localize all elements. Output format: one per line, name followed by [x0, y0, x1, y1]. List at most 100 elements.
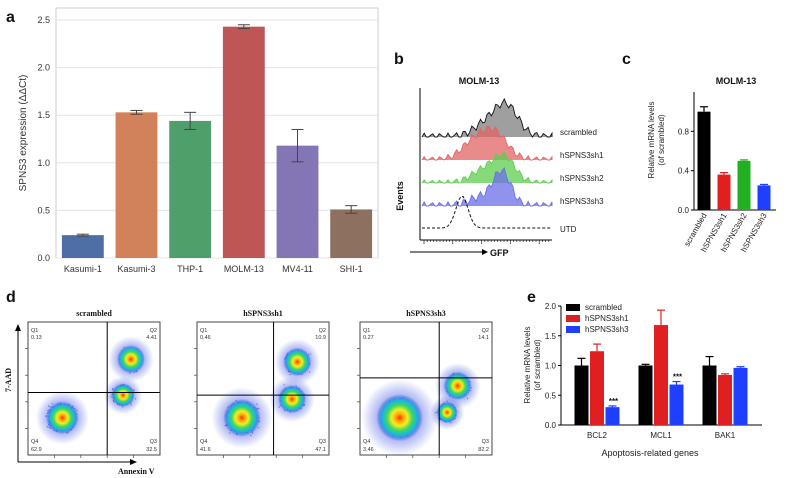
panel-e-legend-label: hSPNS3sh1: [585, 314, 629, 323]
panel-d-plot-title: hSPNS3sh3: [406, 309, 446, 318]
panel-b-histogram-line: [421, 125, 553, 161]
panel-e-bar: [718, 375, 732, 425]
panel-e-bar: [590, 351, 604, 425]
panel-b-series-label: hSPNS3sh3: [560, 197, 604, 206]
panel-b-histogram-fill: [422, 168, 552, 206]
panel-b-x-arrow-head: [482, 249, 488, 255]
panel-b-histogram-line: [421, 97, 553, 138]
panel-b-histogram-fill: [422, 151, 552, 183]
panel-d-x-label: Annexin V: [118, 467, 155, 476]
panel-d-q1-value: 0.13: [31, 335, 42, 341]
panel-c-y-tick: 0.0: [678, 206, 690, 215]
panel-d-density-core: [278, 385, 306, 414]
panel-e-bar: [574, 365, 589, 425]
panel-b-series-label: UTD: [560, 225, 577, 234]
panel-d-q1-name: Q1: [363, 328, 370, 334]
panel-d-density-core: [376, 394, 423, 442]
panel-a-y-tick: 2.5: [37, 15, 50, 25]
panel-e-chart: 0.0 0.5 1.0 1.5 2.0 *** *** BCL2 MCL1 BAK1 scra…: [523, 302, 762, 458]
panel-c-y-label-1: Relative mRNA levels: [647, 102, 656, 179]
panel-b-x-label: GFP: [490, 248, 509, 258]
panel-a-chart: 0.0 0.5 1.0 1.5 2.0 2.5 Kasumi-1 Kasumi-3 THP-1…: [18, 7, 379, 274]
panel-e-y-tick: 1.5: [545, 332, 557, 341]
panel-d-q4-value: 3.46: [363, 447, 374, 453]
panel-c-y-label-2: (of scrambled): [657, 114, 666, 165]
panel-a-y-tick: 0.0: [37, 253, 50, 263]
panel-e-y-label-2: (of scrambled): [533, 339, 542, 390]
panel-d-q4-value: 62.9: [31, 447, 42, 453]
panel-d-y-label: 7-AAD: [4, 368, 13, 392]
panel-e-bar: [669, 384, 684, 425]
panel-d-density-core: [223, 399, 261, 437]
panel-b-histogram-line: [421, 151, 553, 184]
panel-a-bar: [330, 209, 373, 258]
panel-d-density-core: [46, 401, 79, 435]
panel-d-flow: scrambledQ10.13Q24.41Q332.5Q462.9hSPNS3s…: [4, 309, 493, 476]
panel-c-y-ticks: 0.0 0.4 0.8: [678, 127, 694, 215]
panel-d-q2-name: Q2: [482, 328, 489, 334]
panel-a-y-label: SPNS3 expression (ΔΔCt): [18, 75, 29, 192]
panel-d-density-core: [117, 345, 145, 374]
panel-d-plot-title: hSPNS3sh1: [243, 309, 283, 318]
panel-d-q4-name: Q4: [200, 439, 207, 445]
panel-e-y-tick: 0.0: [545, 421, 557, 430]
panel-d-q3-value: 32.5: [146, 447, 157, 453]
panel-a-y-ticks: 0.0 0.5 1.0 1.5 2.0 2.5: [37, 15, 50, 263]
panel-e-x-tick: BCL2: [587, 431, 608, 440]
panel-d-q2-name: Q2: [150, 328, 157, 334]
panel-e-y-tick: 2.0: [545, 302, 557, 311]
panel-d-density-core: [111, 383, 135, 407]
panel-e-legend-swatch: [566, 315, 580, 322]
panel-e-y-label-1: Relative mRNA levels: [523, 327, 532, 404]
panel-d-q1-value: 0.27: [363, 335, 374, 341]
panel-a-y-tick: 1.0: [37, 158, 50, 168]
panel-label-d: d: [6, 289, 16, 306]
panel-d-y-arrow-head: [15, 324, 21, 331]
panel-d-q2-value: 4.41: [146, 335, 157, 341]
panel-b-histograms: MOLM-13 scrambled hSPNS3sh1 hSPNS3sh2 hSPNS…: [395, 76, 604, 258]
panel-b-title: MOLM-13: [459, 76, 500, 86]
panel-d-q3-value: 47.1: [315, 447, 326, 453]
panel-e-y-tick: 1.0: [545, 362, 557, 371]
panel-d-q1-name: Q1: [200, 328, 207, 334]
panel-e-x-label: Apoptosis-related genes: [601, 448, 699, 458]
panel-b-series-label: hSPNS3sh1: [560, 151, 604, 160]
panel-d-q1-name: Q1: [31, 328, 38, 334]
panel-label-c: c: [622, 51, 631, 68]
panel-b-series-label: hSPNS3sh2: [560, 174, 604, 183]
panel-c-y-tick: 0.8: [678, 127, 690, 136]
panel-c-y-tick: 0.4: [678, 167, 690, 176]
panel-d-q3-name: Q3: [319, 439, 326, 445]
panel-d-x-arrow-head: [130, 459, 137, 465]
panel-a-bars: [61, 26, 373, 259]
panel-d-q4-value: 41.6: [200, 447, 211, 453]
panel-a-bar: [115, 112, 158, 259]
panel-d-plots: scrambledQ10.13Q24.41Q332.5Q462.9hSPNS3s…: [25, 309, 493, 458]
panel-e-x-tick: BAK1: [715, 431, 736, 440]
panel-b-axis-ticks: [423, 240, 550, 244]
panel-a-y-tick: 0.5: [37, 205, 50, 215]
panel-e-legend: scrambled hSPNS3sh1 hSPNS3sh3: [566, 303, 629, 334]
panel-e-legend-swatch: [566, 304, 580, 311]
panel-a-x-tick: SHI-1: [340, 264, 363, 274]
panel-e-x-ticks: BCL2 MCL1 BAK1: [587, 431, 736, 440]
panel-e-bar: [605, 407, 620, 425]
panel-d-q2-name: Q2: [319, 328, 326, 334]
panel-a-x-tick: Kasumi-3: [117, 264, 155, 274]
panel-d-q2-value: 14.1: [478, 335, 489, 341]
panel-a-x-tick: MV4-11: [282, 264, 313, 274]
panel-d-q3-name: Q3: [482, 439, 489, 445]
panel-d-q2-value: 10.9: [315, 335, 326, 341]
panel-a-bar: [222, 26, 265, 258]
panel-a-bar: [61, 235, 104, 258]
panel-d-density-core: [283, 347, 312, 376]
panel-b-histogram-fill: [422, 126, 552, 160]
panel-c-chart: MOLM-13 0.0 0.4 0.8 scrambledhSPNS3sh1hSPN…: [647, 76, 776, 254]
panel-e-y-ticks: 0.0 0.5 1.0 1.5 2.0: [545, 302, 561, 430]
panel-c-bar: [697, 111, 711, 210]
panel-a-x-tick: THP-1: [177, 264, 203, 274]
panel-e-y-tick: 0.5: [545, 391, 557, 400]
panel-b-series-labels: scrambled hSPNS3sh1 hSPNS3sh2 hSPNS3sh3 UTD: [560, 128, 604, 234]
panel-a-x-tick: MOLM-13: [224, 264, 264, 274]
